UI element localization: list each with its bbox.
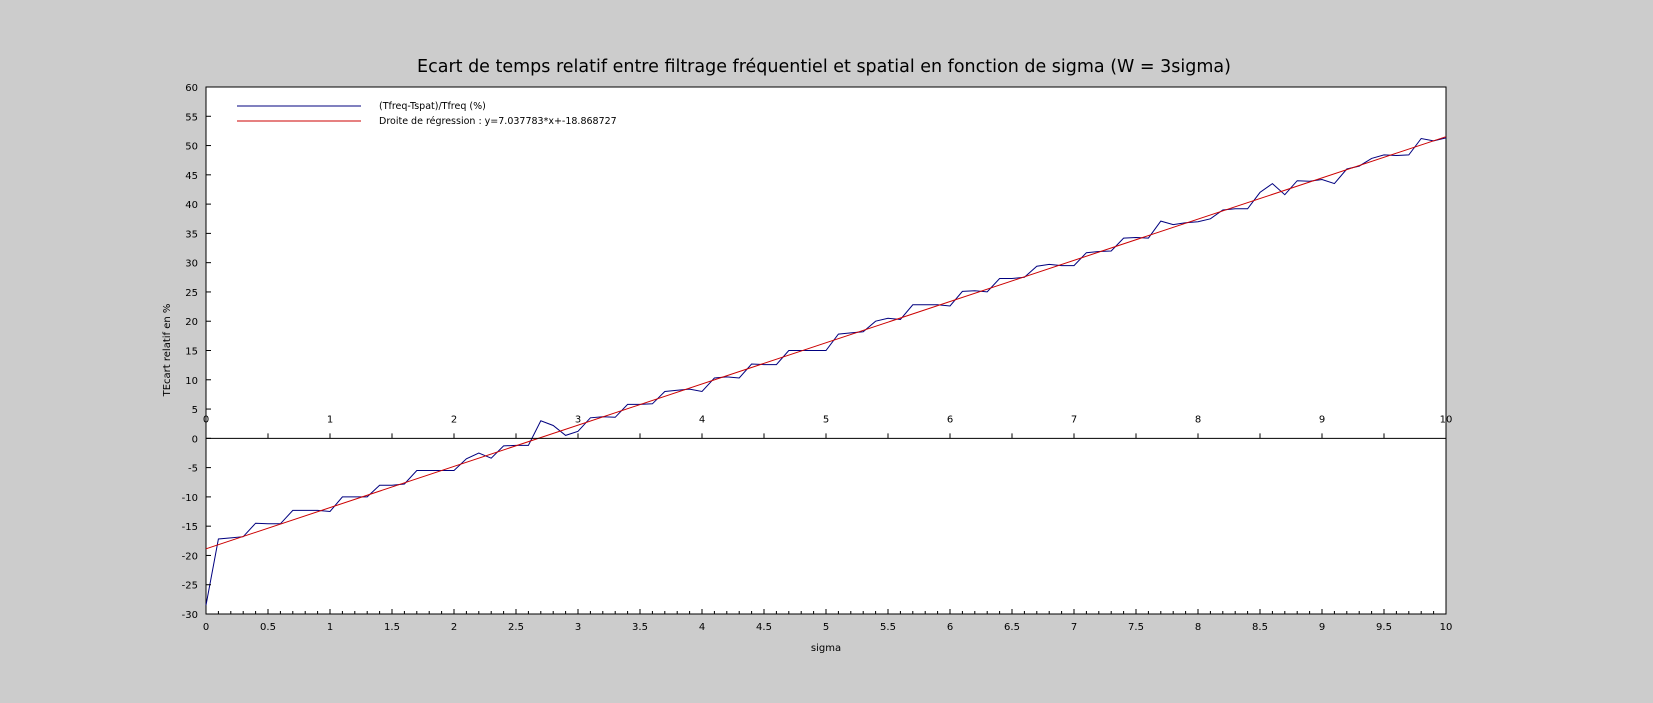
y-tick-label: 50 <box>185 142 198 153</box>
y-tick-label: 10 <box>185 376 198 387</box>
x-tick-label: 7.5 <box>1128 622 1144 633</box>
y-tick-label: 25 <box>185 288 198 299</box>
y-tick-label: 15 <box>185 347 198 358</box>
x-tick-label: 3.5 <box>632 622 648 633</box>
zero-axis-tick-label: 7 <box>1071 414 1077 425</box>
y-axis-title: TEcart relatif en % <box>162 304 173 398</box>
x-tick-label: 10 <box>1440 622 1453 633</box>
x-tick-label: 6.5 <box>1004 622 1020 633</box>
series-line-measured <box>205 137 1447 606</box>
x-tick-label: 9 <box>1319 622 1325 633</box>
y-tick-label: 0 <box>192 434 198 445</box>
plot-layer <box>205 136 1447 606</box>
x-tick-label: 1.5 <box>384 622 400 633</box>
x-tick-label: 0 <box>203 622 209 633</box>
y-tick-label: 30 <box>185 259 198 270</box>
legend: (Tfreq-Tspat)/Tfreq (%) Droite de régres… <box>237 101 617 127</box>
x-tick-label: 9.5 <box>1376 622 1392 633</box>
y-tick-label: 5 <box>192 405 198 416</box>
x-tick-label: 8.5 <box>1252 622 1268 633</box>
x-tick-label: 1 <box>327 622 333 633</box>
y-tick-label: 60 <box>185 83 198 94</box>
x-tick-label: 7 <box>1071 622 1077 633</box>
x-tick-label: 5.5 <box>880 622 896 633</box>
y-tick-label: -10 <box>182 493 198 504</box>
x-tick-label: 0.5 <box>260 622 276 633</box>
y-tick-label: -15 <box>182 522 198 533</box>
y-tick-label: 35 <box>185 229 198 240</box>
y-tick-label: -25 <box>182 581 198 592</box>
y-tick-label: -30 <box>182 610 198 621</box>
y-tick-label: 45 <box>185 171 198 182</box>
y-tick-label: 20 <box>185 317 198 328</box>
legend-label-measured: (Tfreq-Tspat)/Tfreq (%) <box>379 101 486 112</box>
series-line-regression <box>205 136 1447 550</box>
x-tick-label: 3 <box>575 622 581 633</box>
zero-axis-tick-label: 0 <box>203 414 209 425</box>
zero-axis-tick-label: 8 <box>1195 414 1201 425</box>
x-axis-title: sigma <box>811 643 841 654</box>
zero-axis-tick-label: 6 <box>947 414 953 425</box>
x-tick-label: 4.5 <box>756 622 772 633</box>
zero-axis-tick-label: 2 <box>451 414 457 425</box>
x-tick-label: 6 <box>947 622 953 633</box>
zero-axis-tick-label: 1 <box>327 414 333 425</box>
y-tick-label: -5 <box>188 464 198 475</box>
y-tick-label: -20 <box>182 551 198 562</box>
y-tick-label: 40 <box>185 200 198 211</box>
x-tick-label: 4 <box>699 622 705 633</box>
zero-axis-tick-label: 5 <box>823 414 829 425</box>
x-tick-label: 8 <box>1195 622 1201 633</box>
legend-label-regression: Droite de régression : y=7.037783*x+-18.… <box>379 116 617 127</box>
zero-axis-tick-label: 10 <box>1440 414 1453 425</box>
axes-layer: 0 0.5 1 1.5 2 2.5 3 3.5 4 4.5 5 5.5 6 6.5 7 7.5 8 8.5 9 9.5… <box>182 83 1453 633</box>
zero-axis-tick-label: 9 <box>1319 414 1325 425</box>
zero-axis-tick-label: 4 <box>699 414 705 425</box>
x-tick-label: 2 <box>451 622 457 633</box>
x-tick-label: 5 <box>823 622 829 633</box>
x-tick-label: 2.5 <box>508 622 524 633</box>
zero-axis-tick-label: 3 <box>575 414 581 425</box>
y-tick-label: 55 <box>185 112 198 123</box>
chart-title: Ecart de temps relatif entre filtrage fr… <box>417 57 1231 77</box>
